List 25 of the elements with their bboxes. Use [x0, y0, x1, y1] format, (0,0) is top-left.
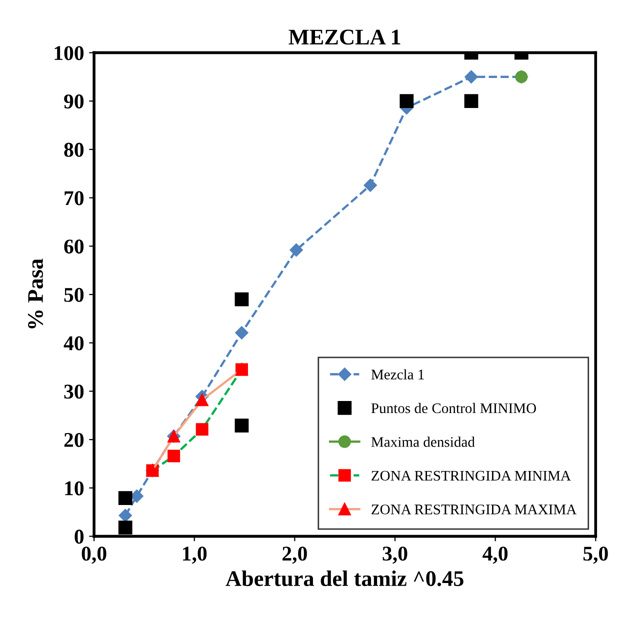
legend-label: ZONA RESTRINGIDA MAXIMA — [372, 504, 577, 514]
y-tick-label: 90 — [64, 94, 84, 108]
y-tick-label: 80 — [64, 142, 84, 157]
y-axis-title: % Pasa — [28, 258, 44, 328]
y-tick-label: 100 — [54, 46, 84, 60]
x-tick-label: 3,0 — [382, 546, 408, 564]
y-tick-label: 30 — [64, 384, 84, 399]
y-tick-label: 70 — [64, 191, 84, 206]
x-tick-label: 2,0 — [282, 546, 307, 564]
x-tick-label: 1,0 — [183, 546, 207, 564]
y-tick-label: 50 — [64, 288, 84, 302]
legend-label: Mezcla 1 — [371, 369, 424, 380]
x-tick-label: 5,0 — [583, 546, 608, 564]
x-tick-label: 4,0 — [482, 546, 508, 564]
legend-label: Maxima densidad — [371, 436, 475, 447]
y-tick-label: 40 — [64, 336, 84, 350]
y-tick-label: 0 — [74, 530, 84, 544]
y-tick-label: 10 — [65, 481, 84, 496]
y-tick-label: 60 — [64, 240, 84, 254]
x-axis-title: Abertura del tamiz ^0.45 — [226, 570, 464, 586]
chart-title: MEZCLA 1 — [288, 30, 400, 45]
y-tick-label: 20 — [64, 432, 84, 448]
legend-label: ZONA RESTRINGIDA MINIMA — [372, 470, 571, 481]
legend-label: Puntos de Control MINIMO — [371, 402, 536, 414]
x-tick-label: 0,0 — [82, 546, 106, 564]
